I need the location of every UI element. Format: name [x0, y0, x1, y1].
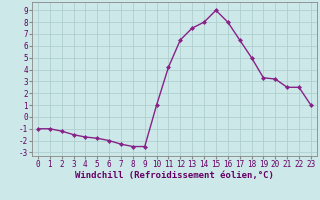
X-axis label: Windchill (Refroidissement éolien,°C): Windchill (Refroidissement éolien,°C) — [75, 171, 274, 180]
